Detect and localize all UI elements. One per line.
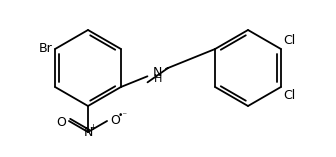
Text: •⁻: •⁻ (118, 111, 128, 121)
Text: Br: Br (38, 43, 52, 56)
Text: N: N (83, 125, 93, 138)
Text: O: O (56, 116, 66, 130)
Text: Cl: Cl (283, 34, 295, 47)
Text: Cl: Cl (283, 89, 295, 102)
Text: O: O (110, 114, 120, 127)
Text: N: N (153, 66, 162, 79)
Text: H: H (154, 74, 162, 84)
Text: +: + (90, 122, 96, 132)
